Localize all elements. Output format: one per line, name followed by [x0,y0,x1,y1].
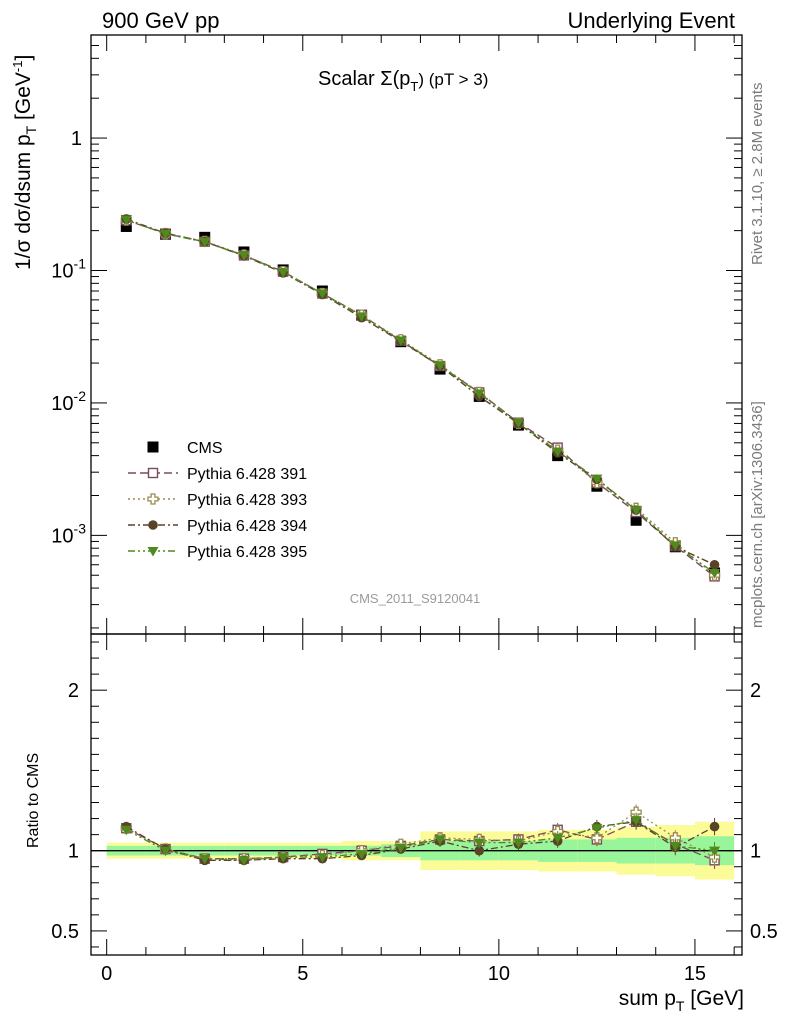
ratio-point [591,832,603,844]
ratio-point [277,853,289,863]
legend-marker [148,520,158,530]
data-point [160,229,172,240]
x-tick-label: 15 [684,963,706,985]
y-tick-label: 10-1 [51,255,86,282]
y-tick-label: 10-2 [51,388,86,415]
data-point [630,506,642,516]
ratio-point [709,846,721,857]
legend-label: Pythia 6.428 391 [187,466,307,483]
plot-title-tail: ) (pT > 3) [418,70,488,89]
ratio-y-tick-label: 2 [68,680,79,702]
header-right: Underlying Event [567,8,735,33]
legend-marker [147,547,159,557]
y-tick-label: 1 [71,128,82,150]
ratio-y-label: Ratio to CMS [25,753,42,848]
data-point [709,568,721,579]
legend-entry: Pythia 6.428 394 [128,518,307,535]
series-line [126,218,715,566]
series-4 [120,215,721,579]
x-tick-label: 10 [488,963,510,985]
side-text-bottom: mcplots.cern.ch [arXiv:1306.3436] [749,401,766,628]
ratio-point [395,843,407,853]
data-point [473,389,485,399]
side-text-top: Rivet 3.1.10, ≥ 2.8M events [749,83,766,266]
data-point [552,447,564,457]
ratio-point [160,846,172,857]
ratio-series-3 [120,812,721,866]
ratio-point [669,841,681,852]
main-y-label: 1/σ dσ/dsum pT [GeV-1] [10,55,39,270]
data-point [277,268,289,278]
ratio-line [125,821,715,861]
ratio-point [199,854,211,865]
legend-label: Pythia 6.428 393 [187,492,307,509]
data-point [709,559,720,570]
ratio-point [552,833,564,844]
data-point [356,312,368,322]
data-point [199,238,211,248]
plot-title-sub: T [410,79,418,94]
ratio-point [474,845,485,856]
legend-marker [147,467,159,479]
ratio-line [125,819,715,861]
legend-marker [147,441,159,453]
legend-marker [147,493,159,505]
x-tick-label: 5 [297,963,308,985]
data-point [316,289,328,300]
ratio-panel-frame [90,633,743,956]
data-point [120,220,132,232]
analysis-id: CMS_2011_S9120041 [350,591,481,606]
data-point [591,474,603,485]
data-point [512,418,524,429]
y-tick-label: 10-3 [51,520,86,547]
series-line [126,219,715,574]
ratio-point [512,838,524,849]
ratio-point [630,816,642,826]
data-point [630,514,642,526]
header-left: 900 GeV pp [102,8,219,33]
ratio-y-tick-label-right: 2 [750,680,761,702]
legend-entry: CMS [147,440,223,457]
legend-label: CMS [187,440,223,457]
ratio-point [356,849,368,860]
ratio-line [125,821,715,861]
data-point [238,251,250,261]
ratio-point [238,856,250,866]
x-tick-label: 0 [101,963,112,985]
ratio-point [591,824,603,834]
data-point [669,541,681,551]
legend-label: Pythia 6.428 395 [187,544,307,561]
data-point [120,215,132,226]
ratio-point [120,825,132,836]
ratio-y-tick-label: 1 [68,841,79,863]
data-point [434,361,446,371]
legend-entry: Pythia 6.428 391 [128,466,307,483]
legend: CMS Pythia 6.428 391 Pythia 6.428 393 Pythi… [128,440,307,561]
ratio-point [316,853,328,863]
series-3 [121,214,720,570]
plot-title-main: Scalar Σ(p [318,68,410,90]
data-point [395,336,407,347]
ratio-y-tick-label-right: 0.5 [750,921,778,943]
ratio-line [125,811,715,860]
ratio-y-tick-label-right: 1 [750,841,761,863]
ratio-point [473,838,485,849]
ratio-y-tick-label: 0.5 [51,921,79,943]
legend-label: Pythia 6.428 394 [187,518,307,535]
legend-entry: Pythia 6.428 393 [128,492,307,509]
ratio-point [434,835,446,845]
x-axis-label: sum pT [GeV] [619,987,744,1014]
ratio-point [709,821,720,832]
plot-title: Scalar Σ(pT) (pT > 3) [318,68,488,94]
legend-entry: Pythia 6.428 395 [128,544,307,561]
